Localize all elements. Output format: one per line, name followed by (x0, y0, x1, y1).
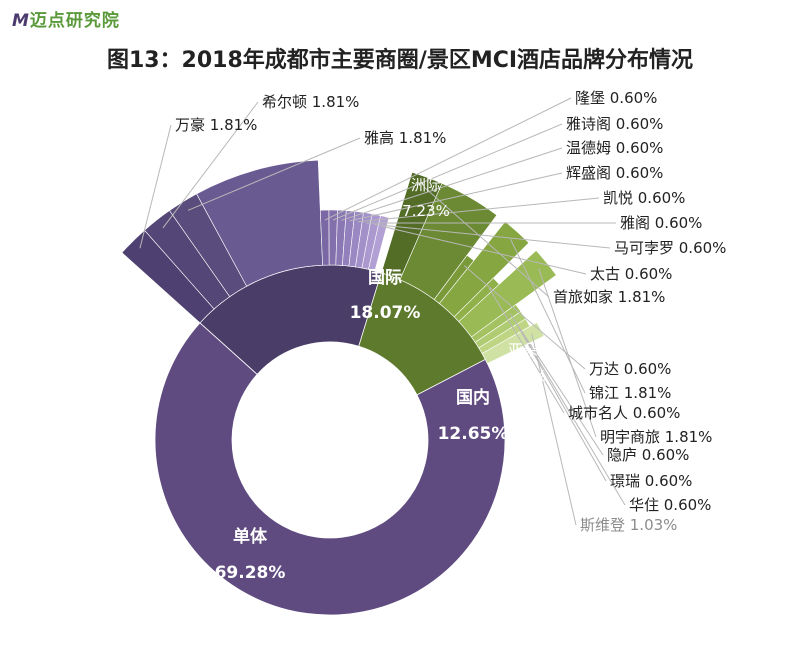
logo-mark: M (12, 11, 30, 31)
outer-label-雅高: 雅高 1.81% (364, 129, 446, 147)
leader-隆堡 (324, 97, 572, 221)
inner-value-国际: 18.07% (350, 303, 421, 323)
inner-label-国际: 国际 (368, 268, 402, 288)
outer-label-温德姆: 温德姆 0.60% (566, 139, 663, 157)
outer-label-隐庐: 隐庐 0.60% (607, 446, 689, 464)
outer-label-璟瑞: 璟瑞 0.60% (610, 472, 692, 490)
outer-label-锦江: 锦江 1.81% (589, 384, 671, 402)
inner-value-国内: 12.65% (438, 424, 509, 444)
leader-温德姆 (341, 147, 563, 221)
leader-斯维登 (531, 333, 577, 526)
outer-label-雅阁: 雅阁 0.60% (620, 214, 702, 232)
chart-title: 图13：2018年成都市主要商圈/景区MCI酒店品牌分布情况 (106, 48, 694, 73)
outer-label-凯悦: 凯悦 0.60% (603, 189, 685, 207)
leader-太古 (382, 225, 587, 275)
logo-text: 迈点研究院 (29, 11, 120, 31)
outer-label-万达: 万达 0.60% (589, 360, 671, 378)
inner-ring (154, 264, 506, 616)
outer-label-辉盛阁: 辉盛阁 0.60% (566, 164, 663, 182)
outer-value-亚朵: 3.61% (499, 367, 547, 385)
leader-雅高 (187, 137, 361, 211)
inner-label-单体: 单体 (233, 526, 268, 547)
inner-slice-单体 (154, 322, 506, 616)
outer-label-城市名人: 城市名人 0.60% (568, 404, 680, 422)
outer-slice-洲际 (196, 159, 323, 287)
outer-label-太古: 太古 0.60% (590, 265, 672, 283)
outer-label-华住: 华住 0.60% (629, 496, 711, 514)
inner-label-国内: 国内 (456, 387, 490, 408)
outer-slice-斯维登 (481, 322, 545, 364)
leader-隐庐 (509, 313, 604, 456)
outer-value-洲际: 7.23% (402, 202, 450, 220)
leader-首旅如家 (423, 186, 550, 298)
leader-马可孛罗 (374, 224, 611, 249)
leader-辉盛阁 (349, 172, 563, 222)
outer-label-雅诗阁: 雅诗阁 0.60% (566, 115, 663, 133)
outer-label-斯维登: 斯维登 1.03% (580, 516, 677, 534)
outer-label-万豪: 万豪 1.81% (175, 116, 257, 134)
leader-希尔顿 (162, 101, 259, 229)
outer-label-马可孛罗: 马可孛罗 0.60% (614, 239, 726, 257)
inner-labels: 国际 18.07% 国内 12.65% 单体 69.28% (215, 268, 509, 583)
leader-万豪 (139, 124, 172, 249)
leader-城市名人 (488, 287, 565, 414)
inner-value-单体: 69.28% (215, 563, 286, 583)
brand-logo: M迈点研究院 (12, 6, 120, 31)
leader-璟瑞 (514, 320, 607, 482)
outer-label-隆堡: 隆堡 0.60% (575, 89, 657, 107)
leader-lines (139, 97, 626, 526)
outer-label-洲际: 洲际 (411, 176, 441, 194)
outer-label-首旅如家: 首旅如家 1.81% (553, 288, 665, 306)
leader-明宇商旅 (538, 268, 597, 438)
outer-slice-太古 (368, 215, 390, 272)
outer-label-希尔顿: 希尔顿 1.81% (262, 93, 359, 111)
outer-labels: 万豪 1.81% 希尔顿 1.81% 雅高 1.81% 洲际 7.23% 隆堡 0.60%… (175, 89, 726, 534)
leader-凯悦 (357, 197, 600, 223)
leader-雅诗阁 (332, 123, 563, 221)
outer-label-明宇商旅: 明宇商旅 1.81% (600, 428, 712, 446)
outer-label-亚朵: 亚朵 (508, 341, 538, 359)
